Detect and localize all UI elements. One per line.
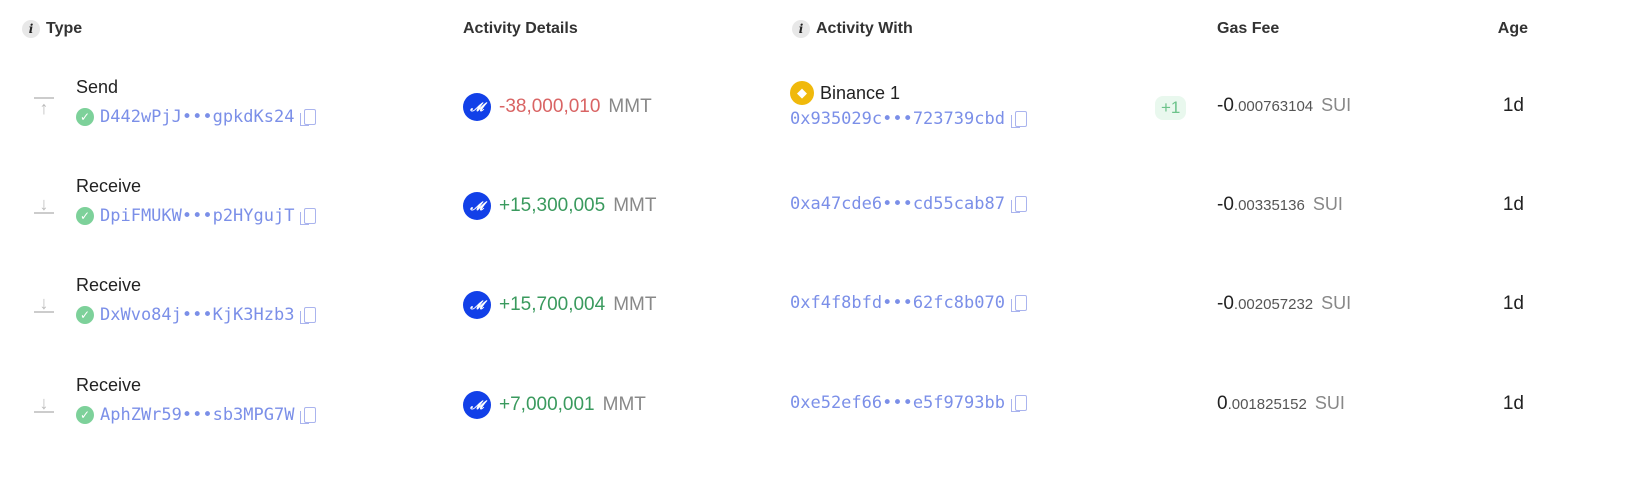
tx-hash: ✓ AphZWr59•••sb3MPG7W — [76, 405, 317, 425]
table-row[interactable]: ↓ Receive ✓ AphZWr59•••sb3MPG7W 𝓜 +7,000… — [0, 359, 1629, 459]
gas-int: -0 — [1217, 194, 1234, 215]
age: 1d — [1502, 293, 1524, 314]
info-icon[interactable]: i — [22, 20, 40, 38]
mmt-token-icon: 𝓜 — [463, 93, 491, 121]
activity-type: Receive — [76, 375, 142, 395]
age: 1d — [1502, 194, 1524, 215]
token-symbol[interactable]: MMT — [613, 195, 657, 216]
mmt-token-icon: 𝓜 — [463, 391, 491, 419]
gas-unit: SUI — [1321, 293, 1352, 313]
table-row[interactable]: ↑ Send ✓ D442wPjJ•••gpkdKs24 𝓜 -38,000,0… — [0, 61, 1629, 161]
send-arrow-icon: ↑ — [34, 97, 54, 117]
header-details: Activity Details — [463, 20, 578, 37]
activity-with: 0xa47cde6•••cd55cab87 — [790, 194, 1027, 214]
copy-icon[interactable] — [1010, 295, 1027, 312]
success-check-icon: ✓ — [76, 207, 94, 225]
gas-fee: -0.00335136 SUI — [1217, 194, 1343, 216]
receive-arrow-icon: ↓ — [34, 394, 54, 413]
copy-icon[interactable] — [1010, 111, 1027, 128]
activity-type: Receive — [76, 275, 142, 295]
receive-arrow-icon: ↓ — [34, 294, 54, 313]
gas-fee: -0.000763104 SUI — [1217, 95, 1351, 117]
gas-decimals: .00335136 — [1233, 197, 1305, 214]
copy-icon[interactable] — [300, 407, 317, 424]
header-label: Type — [46, 20, 83, 37]
success-check-icon: ✓ — [76, 406, 94, 424]
counterparty-address[interactable]: 0xa47cde6•••cd55cab87 — [790, 194, 1005, 214]
gas-unit: SUI — [1321, 95, 1352, 115]
binance-icon: ◆ — [790, 81, 814, 105]
activity-details: 𝓜 +15,300,005 MMT — [463, 192, 656, 220]
header-type: i Type — [22, 20, 82, 38]
tx-hash-link[interactable]: DxWvo84j•••KjK3Hzb3 — [100, 305, 295, 325]
amount: +15,300,005 — [499, 195, 606, 216]
table-row[interactable]: ↓ Receive ✓ DxWvo84j•••KjK3Hzb3 𝓜 +15,70… — [0, 259, 1629, 359]
counterparty-name[interactable]: Binance 1 — [820, 82, 901, 103]
counterparty-address[interactable]: 0xe52ef66•••e5f9793bb — [790, 393, 1005, 413]
amount: -38,000,010 — [499, 96, 601, 117]
activity-with: 0xe52ef66•••e5f9793bb — [790, 393, 1027, 413]
tx-hash: ✓ DpiFMUKW•••p2HYgujT — [76, 206, 317, 226]
gas-int: -0 — [1217, 293, 1234, 314]
gas-int: -0 — [1217, 95, 1234, 116]
gas-unit: SUI — [1312, 194, 1343, 214]
success-check-icon: ✓ — [76, 108, 94, 126]
copy-icon[interactable] — [300, 109, 317, 126]
success-check-icon: ✓ — [76, 306, 94, 324]
counterparty-address[interactable]: 0xf4f8bfd•••62fc8b070 — [790, 293, 1005, 313]
mmt-token-icon: 𝓜 — [463, 291, 491, 319]
copy-icon[interactable] — [1010, 395, 1027, 412]
amount: +15,700,004 — [499, 294, 606, 315]
gas-int: 0 — [1217, 393, 1228, 414]
token-symbol[interactable]: MMT — [602, 394, 646, 415]
tx-hash: ✓ DxWvo84j•••KjK3Hzb3 — [76, 305, 317, 325]
counterparty-address[interactable]: 0x935029c•••723739cbd — [790, 109, 1005, 129]
header-age: Age — [1497, 20, 1528, 37]
activity-details: 𝓜 -38,000,010 MMT — [463, 93, 652, 121]
token-symbol[interactable]: MMT — [613, 294, 657, 315]
more-counterparties-badge[interactable]: +1 — [1155, 96, 1187, 120]
tx-hash-link[interactable]: AphZWr59•••sb3MPG7W — [100, 405, 295, 425]
gas-fee: 0.001825152 SUI — [1217, 393, 1345, 415]
tx-hash-link[interactable]: D442wPjJ•••gpkdKs24 — [100, 107, 295, 127]
copy-icon[interactable] — [1010, 196, 1027, 213]
header-with: i Activity With — [792, 20, 913, 38]
activity-details: 𝓜 +15,700,004 MMT — [463, 291, 656, 319]
receive-arrow-icon: ↓ — [34, 195, 54, 214]
gas-fee: -0.002057232 SUI — [1217, 293, 1351, 315]
tx-hash: ✓ D442wPjJ•••gpkdKs24 — [76, 107, 317, 127]
copy-icon[interactable] — [300, 307, 317, 324]
amount: +7,000,001 — [499, 394, 595, 415]
gas-decimals: .000763104 — [1233, 98, 1314, 115]
gas-decimals: .001825152 — [1227, 396, 1307, 413]
activity-with: 0xf4f8bfd•••62fc8b070 — [790, 293, 1027, 313]
age: 1d — [1502, 95, 1524, 116]
activity-type: Receive — [76, 176, 142, 196]
gas-unit: SUI — [1314, 393, 1345, 413]
activity-type: Send — [76, 77, 119, 97]
mmt-token-icon: 𝓜 — [463, 192, 491, 220]
info-icon[interactable]: i — [792, 20, 810, 38]
age: 1d — [1502, 393, 1524, 414]
activity-details: 𝓜 +7,000,001 MMT — [463, 391, 646, 419]
activity-with: ◆ Binance 1 0x935029c•••723739cbd — [790, 81, 1027, 129]
header-label: Activity With — [816, 20, 913, 37]
tx-hash-link[interactable]: DpiFMUKW•••p2HYgujT — [100, 206, 295, 226]
token-symbol[interactable]: MMT — [608, 96, 652, 117]
gas-decimals: .002057232 — [1233, 296, 1314, 313]
table-row[interactable]: ↓ Receive ✓ DpiFMUKW•••p2HYgujT 𝓜 +15,30… — [0, 160, 1629, 260]
copy-icon[interactable] — [300, 208, 317, 225]
header-gas: Gas Fee — [1217, 20, 1280, 37]
